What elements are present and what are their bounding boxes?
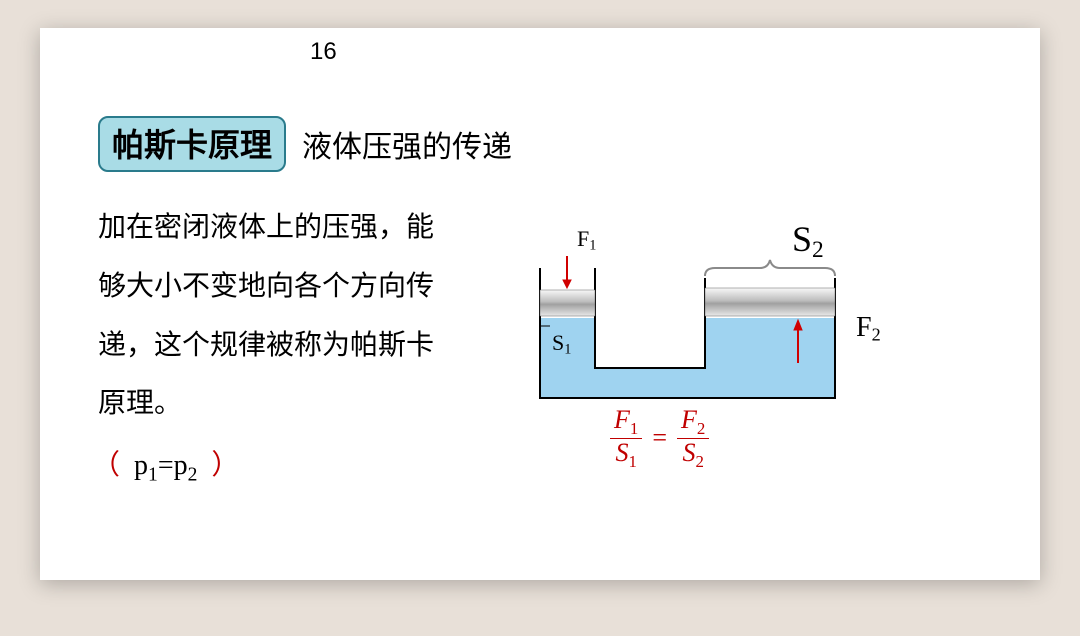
hydraulic-diagram: S2 F1 S1 F2: [500, 238, 920, 438]
page-number: 16: [310, 38, 337, 66]
body-text: 加在密闭液体上的压强，能够大小不变地向各个方向传递，这个规律被称为帕斯卡原理。: [98, 198, 458, 433]
fluid: [540, 318, 835, 398]
label-f1: F1: [577, 226, 596, 255]
subtitle: 液体压强的传递: [302, 122, 512, 166]
paren-open: （: [92, 449, 120, 480]
equals-sign: =: [648, 423, 671, 453]
force-f1-arrow: [563, 256, 571, 288]
label-f2: F2: [856, 312, 881, 346]
fraction-right: F2 S2: [677, 406, 709, 471]
main-equation: F1 S1 = F2 S2: [610, 406, 709, 471]
paren-close: ）: [211, 449, 239, 480]
fraction-left: F1 S1: [610, 406, 642, 471]
title-badge: 帕斯卡原理: [98, 116, 286, 172]
right-piston: [705, 288, 835, 316]
slide: 16 帕斯卡原理 液体压强的传递 加在密闭液体上的压强，能够大小不变地向各个方向…: [40, 28, 1040, 580]
left-piston: [540, 290, 595, 316]
label-s2: S2: [792, 218, 824, 264]
p-equation: （ p1=p2 ）: [92, 443, 239, 487]
label-s1: S1: [552, 330, 571, 359]
